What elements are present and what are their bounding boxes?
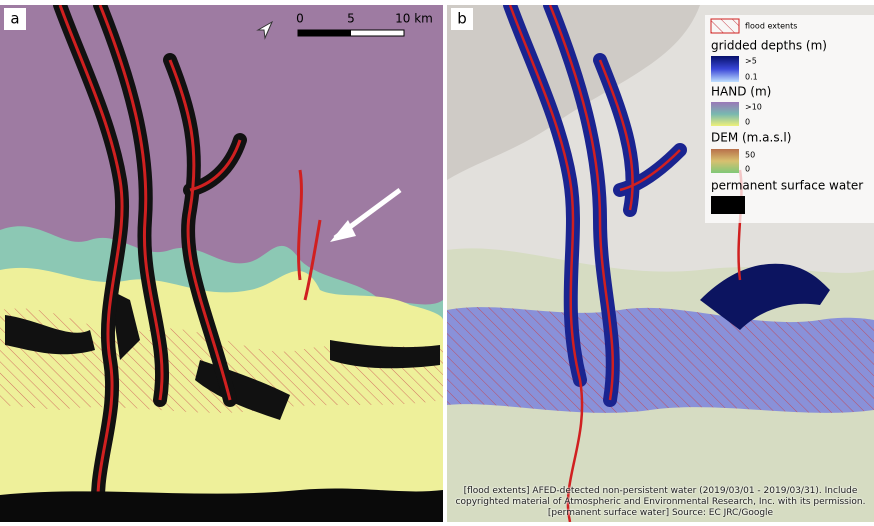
- legend-label: 0.1: [745, 73, 758, 82]
- legend-label: flood extents: [745, 22, 797, 31]
- scale-bar-segment: [298, 30, 351, 36]
- legend-label: >10: [745, 103, 762, 112]
- figure: a 0 5 10 km flood extents gridded depths…: [0, 0, 874, 522]
- legend-label: 50: [745, 151, 755, 160]
- scale-label: 0: [296, 12, 304, 26]
- panel-a-map: [0, 5, 443, 522]
- legend-label: 0: [745, 165, 750, 174]
- legend-swatch: [711, 149, 739, 173]
- legend-label: 0: [745, 118, 750, 127]
- legend-title: gridded depths (m): [711, 39, 827, 53]
- legend-title: HAND (m): [711, 85, 771, 99]
- legend-swatch: [711, 102, 739, 126]
- legend-title: DEM (m.a.s.l): [711, 131, 791, 145]
- scale-label: 10 km: [395, 12, 433, 26]
- map-figure: a 0 5 10 km flood extents gridded depths…: [0, 0, 874, 522]
- panel-label: b: [457, 10, 467, 28]
- legend-label: >5: [745, 57, 757, 66]
- legend-swatch: [711, 196, 745, 214]
- panel-label: a: [10, 10, 19, 28]
- legend-swatch: [711, 56, 739, 82]
- legend-title: permanent surface water: [711, 179, 863, 193]
- legend-swatch: [711, 19, 739, 33]
- panel-b-map: flood extents gridded depths (m) >5 0.1 …: [447, 5, 874, 522]
- attribution: [flood extents] AFED-detected non-persis…: [447, 486, 874, 519]
- scale-label: 5: [347, 12, 355, 26]
